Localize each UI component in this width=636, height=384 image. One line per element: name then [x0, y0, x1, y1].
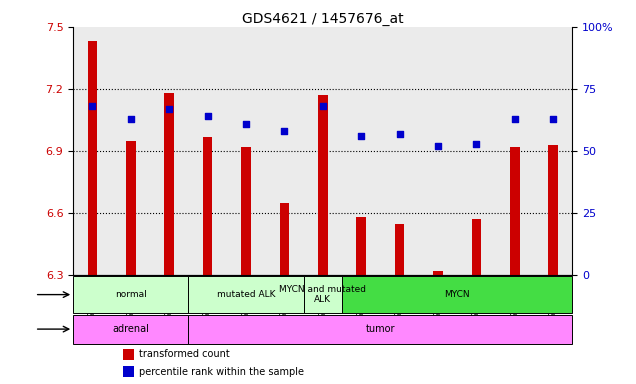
Text: GSM801618: GSM801618	[242, 276, 251, 322]
Bar	[318, 95, 328, 275]
Bar	[433, 271, 443, 275]
Bar	[303, 276, 342, 313]
Bar	[126, 141, 135, 275]
Point	[548, 116, 558, 122]
Bar	[227, 27, 265, 275]
Bar	[495, 27, 534, 275]
Text: GSM801626: GSM801626	[165, 276, 174, 322]
Point	[317, 103, 328, 109]
Text: GSM801623: GSM801623	[549, 276, 558, 322]
Bar	[510, 147, 520, 275]
Bar	[73, 27, 111, 275]
Bar	[123, 366, 134, 377]
Bar	[88, 41, 97, 275]
Point	[433, 143, 443, 149]
Point	[164, 106, 174, 112]
Text: GSM801625: GSM801625	[127, 276, 135, 322]
Point	[356, 133, 366, 139]
Bar	[303, 27, 342, 275]
Bar	[188, 27, 227, 275]
Bar	[342, 276, 572, 313]
Bar	[123, 349, 134, 361]
Point	[509, 116, 520, 122]
Text: MYCN and mutated
ALK: MYCN and mutated ALK	[279, 285, 366, 304]
Bar	[73, 314, 188, 344]
Bar	[111, 27, 150, 275]
Bar	[342, 27, 380, 275]
Bar	[265, 27, 303, 275]
Text: GSM914181: GSM914181	[318, 276, 328, 322]
Title: GDS4621 / 1457676_at: GDS4621 / 1457676_at	[242, 12, 404, 26]
Bar	[203, 137, 212, 275]
Bar	[457, 27, 495, 275]
Bar	[471, 219, 481, 275]
Point	[279, 128, 289, 134]
Text: GSM914182: GSM914182	[357, 276, 366, 322]
Bar	[73, 276, 188, 313]
Bar	[534, 27, 572, 275]
Text: GSM801624: GSM801624	[88, 276, 97, 322]
Point	[202, 113, 212, 119]
Text: mutated ALK: mutated ALK	[217, 290, 275, 299]
Bar	[548, 145, 558, 275]
Bar	[380, 27, 418, 275]
Text: GSM914183: GSM914183	[395, 276, 404, 322]
Text: GSM801621: GSM801621	[472, 276, 481, 322]
Text: percentile rank within the sample: percentile rank within the sample	[139, 367, 304, 377]
Point	[87, 103, 97, 109]
Bar	[280, 203, 289, 275]
Bar	[188, 276, 303, 313]
Point	[471, 141, 481, 147]
Text: transformed count: transformed count	[139, 349, 230, 359]
Bar	[395, 223, 404, 275]
Text: GSM801622: GSM801622	[510, 276, 519, 322]
Text: GSM801619: GSM801619	[280, 276, 289, 322]
Point	[126, 116, 136, 122]
Text: GSM801620: GSM801620	[434, 276, 443, 322]
Text: adrenal: adrenal	[113, 324, 149, 334]
Text: GSM801617: GSM801617	[203, 276, 212, 322]
Bar	[356, 217, 366, 275]
Text: MYCN: MYCN	[445, 290, 470, 299]
Text: normal: normal	[115, 290, 147, 299]
Bar	[164, 93, 174, 275]
Point	[394, 131, 404, 137]
Point	[241, 121, 251, 127]
Bar	[241, 147, 251, 275]
Bar	[150, 27, 188, 275]
Bar	[188, 314, 572, 344]
Text: tumor: tumor	[366, 324, 395, 334]
Bar	[418, 27, 457, 275]
